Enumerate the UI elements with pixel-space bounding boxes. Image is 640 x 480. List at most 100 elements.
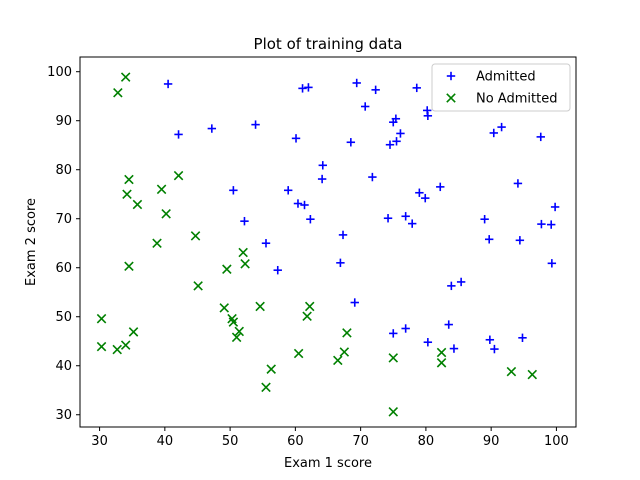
admitted-point xyxy=(371,85,380,95)
not-admitted-point xyxy=(333,355,343,366)
admitted-point xyxy=(207,124,217,133)
not-admitted-point xyxy=(152,238,162,248)
admitted-point xyxy=(229,186,238,195)
admitted-point xyxy=(385,140,395,149)
not-admitted-point xyxy=(113,88,123,98)
admitted-point xyxy=(537,219,546,229)
y-tick-label: 90 xyxy=(55,114,72,129)
admitted-point xyxy=(338,230,348,240)
admitted-point xyxy=(240,216,249,226)
admitted-point xyxy=(352,78,361,88)
admitted-point xyxy=(368,172,377,182)
x-tick-label: 60 xyxy=(287,434,304,449)
admitted-point xyxy=(361,102,370,111)
not-admitted-point xyxy=(96,341,107,352)
y-tick-label: 40 xyxy=(55,359,72,374)
y-tick-label: 80 xyxy=(55,163,72,178)
x-axis-label: Exam 1 score xyxy=(284,456,372,471)
data-points xyxy=(96,72,560,417)
admitted-point xyxy=(485,235,494,244)
not-admitted-point xyxy=(339,347,350,357)
not-admitted-point xyxy=(124,261,134,272)
y-tick-label: 60 xyxy=(55,261,72,276)
not-admitted-point xyxy=(161,209,171,219)
y-tick-label: 100 xyxy=(47,65,72,80)
admitted-point xyxy=(396,129,405,138)
not-admitted-point xyxy=(506,366,517,377)
chart-title: Plot of training data xyxy=(254,35,403,53)
not-admitted-point xyxy=(388,407,399,417)
admitted-point xyxy=(401,212,410,221)
not-admitted-point xyxy=(173,170,184,181)
admitted-point xyxy=(480,215,489,224)
admitted-point xyxy=(174,130,183,139)
admitted-point xyxy=(490,344,499,354)
legend-box xyxy=(431,63,571,112)
admitted-point xyxy=(518,333,527,343)
y-tick-label: 50 xyxy=(55,310,72,325)
not-admitted-point xyxy=(112,344,122,355)
admitted-point xyxy=(383,214,393,223)
x-tick-label: 50 xyxy=(222,434,239,449)
admitted-point xyxy=(421,193,430,203)
admitted-point xyxy=(261,239,271,248)
not-admitted-point xyxy=(231,332,242,343)
not-admitted-point xyxy=(156,184,167,195)
admitted-point xyxy=(318,161,327,170)
x-tick-label: 90 xyxy=(483,434,500,449)
admitted-point xyxy=(298,84,307,93)
admitted-point xyxy=(444,320,453,329)
admitted-point xyxy=(283,186,293,195)
admitted-point xyxy=(415,188,424,197)
x-tick-label: 100 xyxy=(544,434,569,449)
admitted-point xyxy=(306,215,315,224)
not-admitted-point xyxy=(261,382,271,393)
not-admitted-point xyxy=(240,259,250,269)
not-admitted-point xyxy=(219,303,229,313)
admitted-point xyxy=(447,281,456,291)
plot-area xyxy=(80,57,576,427)
not-admitted-point xyxy=(222,264,232,274)
not-admitted-point xyxy=(132,199,143,210)
admitted-point xyxy=(547,259,557,268)
not-admitted-point xyxy=(266,364,276,374)
admitted-point xyxy=(300,200,309,210)
admitted-point xyxy=(513,179,523,188)
admitted-point xyxy=(293,199,303,208)
admitted-point xyxy=(273,265,282,275)
admitted-point xyxy=(536,132,545,142)
admitted-point xyxy=(436,182,445,192)
x-tick-label: 80 xyxy=(418,434,435,449)
admitted-point xyxy=(497,122,506,132)
not-admitted-point xyxy=(255,301,265,312)
admitted-point xyxy=(489,128,498,138)
not-admitted-point xyxy=(124,174,134,185)
x-tick-label: 40 xyxy=(157,434,174,449)
not-admitted-point xyxy=(388,353,399,363)
not-admitted-point xyxy=(234,326,245,337)
y-tick-label: 30 xyxy=(55,408,72,423)
admitted-point xyxy=(392,137,401,146)
admitted-point xyxy=(407,219,417,228)
admitted-point xyxy=(423,111,433,121)
legend-label: Admitted xyxy=(476,70,536,85)
not-admitted-point xyxy=(193,281,203,291)
admitted-point xyxy=(547,220,556,229)
admitted-point xyxy=(317,174,327,184)
not-admitted-point xyxy=(304,301,315,312)
not-admitted-point xyxy=(436,358,447,368)
admitted-point xyxy=(550,202,560,212)
admitted-point xyxy=(485,335,495,344)
x-axis-ticks: 30 40 50 60 70 80 90 100 xyxy=(91,427,569,449)
not-admitted-point xyxy=(527,369,538,380)
not-admitted-point xyxy=(302,311,312,322)
not-admitted-point xyxy=(436,347,447,358)
not-admitted-point xyxy=(96,313,107,324)
admitted-point xyxy=(401,324,410,333)
y-tick-label: 70 xyxy=(55,212,72,227)
admitted-point xyxy=(456,277,466,287)
not-admitted-point xyxy=(122,189,132,199)
not-admitted-point xyxy=(238,247,248,258)
